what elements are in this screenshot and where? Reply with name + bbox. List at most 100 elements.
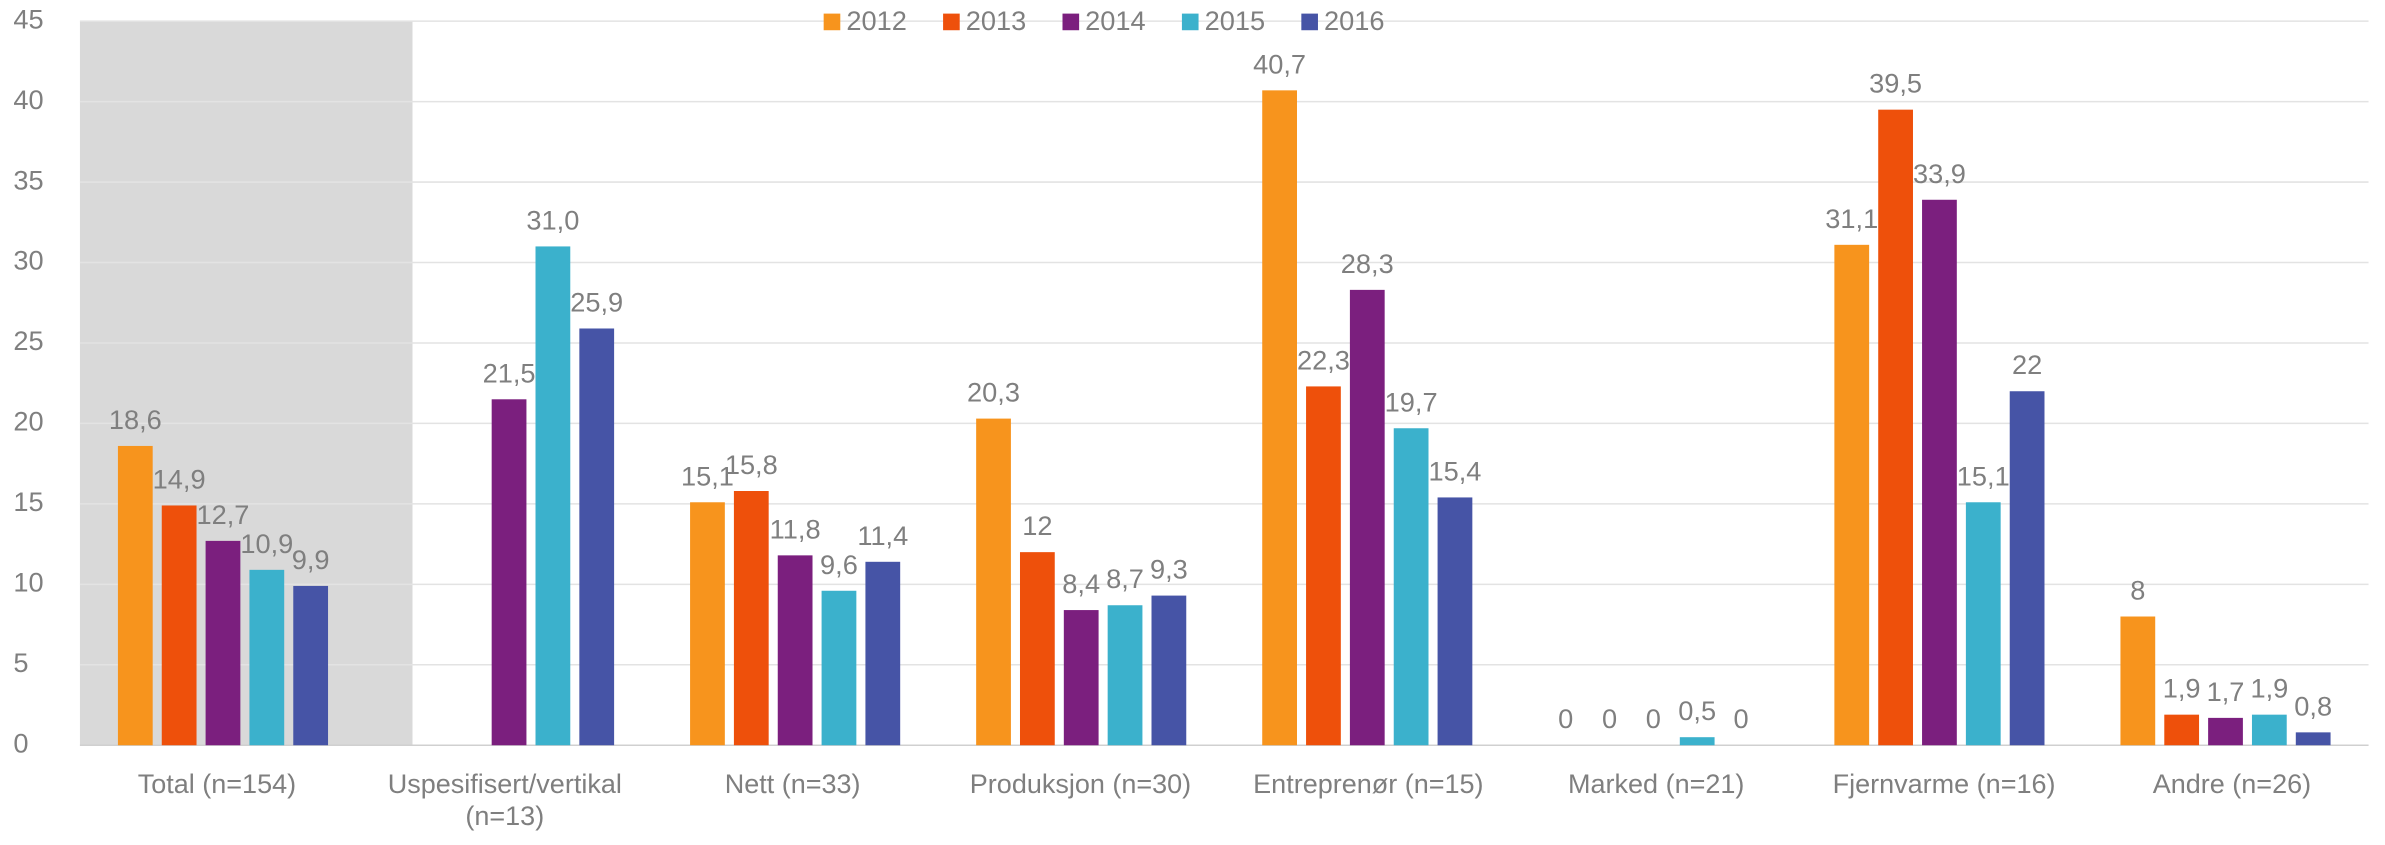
data-label: 1,7 (2207, 676, 2245, 707)
x-tick-label: Produksjon (n=30) (969, 769, 1192, 800)
data-label: 12 (1022, 510, 1052, 541)
bar (2120, 616, 2156, 746)
bar (1922, 199, 1957, 746)
y-tick-label: 40 (13, 84, 43, 115)
data-label: 15,1 (1957, 460, 2010, 491)
bar (1437, 497, 1473, 746)
data-label: 0,5 (1678, 695, 1716, 726)
data-label: 39,5 (1869, 68, 1922, 99)
x-tick-label: Fjernvarme (n=16) (1832, 769, 2056, 800)
bar (2251, 714, 2287, 746)
data-label: 0 (1733, 703, 1748, 734)
bar (1151, 595, 1187, 746)
bar (1679, 737, 1715, 746)
bar (2208, 717, 2243, 746)
data-label: 8,4 (1062, 568, 1100, 599)
data-label: 1,9 (2163, 673, 2201, 704)
y-tick-label: 35 (13, 164, 43, 195)
bar (491, 399, 527, 746)
y-tick-label: 25 (13, 325, 43, 356)
bar (2164, 714, 2200, 746)
y-tick-label: 5 (13, 647, 28, 678)
data-label: 14,9 (153, 463, 206, 494)
legend-swatch (1181, 13, 1199, 31)
x-tick-label: Uspesifisert/vertikal (n=13) (387, 769, 622, 832)
data-label: 0 (1602, 703, 1617, 734)
bar (2295, 732, 2331, 746)
data-label: 10,9 (240, 528, 293, 559)
bar (1878, 109, 1913, 746)
legend-label: 2014 (1085, 5, 1145, 36)
bar (1107, 605, 1143, 746)
data-label: 22 (2012, 349, 2042, 380)
bar (1834, 244, 1870, 746)
data-label: 33,9 (1913, 158, 1966, 189)
bar (976, 418, 1011, 746)
data-label: 8 (2130, 575, 2145, 606)
bar (733, 491, 769, 746)
bar (1965, 502, 2001, 746)
bar (1349, 289, 1385, 746)
legend-label: 2015 (1205, 5, 1265, 36)
data-label: 15,1 (681, 460, 734, 491)
data-label: 25,9 (570, 286, 623, 317)
data-label: 21,5 (483, 357, 536, 388)
data-label: 31,0 (526, 204, 579, 235)
y-tick-label: 15 (13, 486, 43, 517)
bar (1306, 386, 1341, 746)
data-label: 22,3 (1297, 344, 1350, 375)
bar (865, 561, 901, 746)
y-tick-label: 0 (13, 727, 28, 758)
data-label: 8,7 (1106, 563, 1144, 594)
data-label: 0 (1646, 703, 1661, 734)
data-label: 31,1 (1825, 203, 1878, 234)
bar (1393, 428, 1429, 746)
data-label: 18,6 (109, 404, 162, 435)
data-label: 40,7 (1253, 48, 1306, 79)
legend-label: 2016 (1324, 5, 1384, 36)
data-label: 9,3 (1150, 554, 1188, 585)
y-tick-label: 20 (13, 406, 43, 437)
bar (161, 505, 197, 746)
bar (1262, 90, 1297, 746)
data-label: 15,8 (725, 449, 778, 480)
y-tick-label: 45 (13, 3, 43, 34)
legend-label: 2012 (846, 5, 906, 36)
data-label: 19,7 (1385, 386, 1438, 417)
x-tick-label: Entreprenør (n=15) (1253, 769, 1484, 800)
bar (293, 585, 329, 746)
legend-swatch (1301, 13, 1318, 31)
y-tick-label: 10 (13, 567, 43, 598)
bar (1063, 610, 1099, 746)
bar (117, 445, 153, 746)
data-label: 9,9 (292, 544, 330, 575)
bar (690, 502, 725, 746)
bar (579, 328, 615, 746)
data-label: 9,6 (820, 549, 858, 580)
x-tick-label: Marked (n=21) (1568, 769, 1745, 800)
data-label: 11,8 (770, 513, 821, 544)
bar (1019, 552, 1055, 746)
bar (535, 246, 571, 746)
bar (777, 555, 813, 746)
legend-swatch (943, 13, 960, 31)
x-tick-label: Andre (n=26) (2152, 769, 2312, 800)
data-label: 0,8 (2294, 690, 2332, 721)
data-label: 11,4 (857, 520, 908, 551)
legend-label: 2013 (966, 5, 1026, 36)
x-tick-label: Nett (n=33) (724, 769, 861, 800)
data-label: 20,3 (967, 377, 1020, 408)
data-label: 12,7 (197, 499, 250, 530)
data-label: 1,9 (2250, 673, 2288, 704)
y-tick-label: 30 (13, 245, 43, 276)
bar (205, 540, 241, 746)
bar (2009, 391, 2045, 746)
data-label: 28,3 (1341, 248, 1394, 279)
data-label: 15,4 (1428, 455, 1481, 486)
legend-swatch (1062, 13, 1080, 31)
x-tick-label: Total (n=154) (137, 769, 297, 800)
bar (249, 569, 285, 746)
data-label: 0 (1558, 703, 1573, 734)
